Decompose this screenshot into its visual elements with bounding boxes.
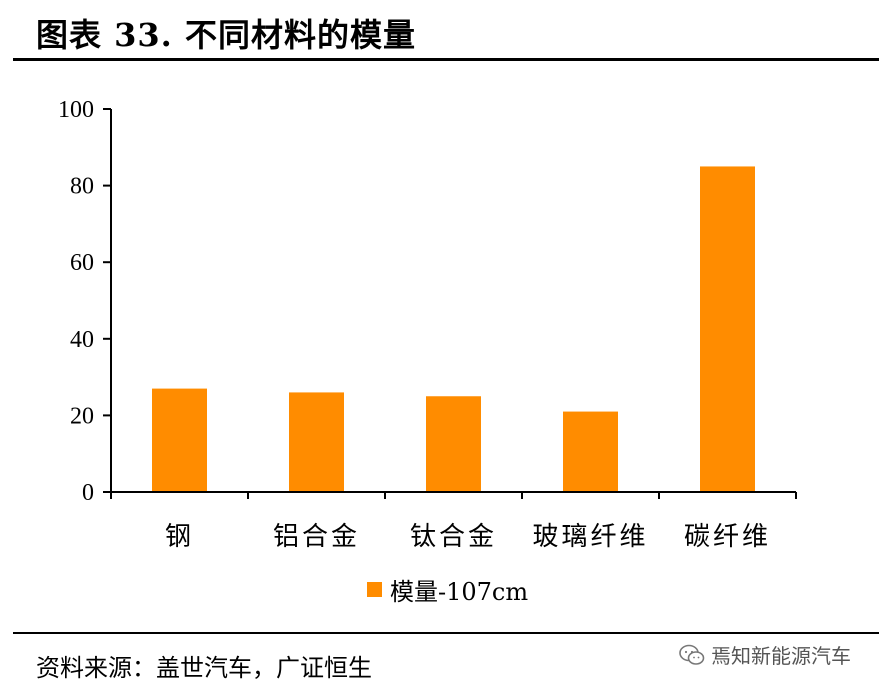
y-tick-label: 60	[70, 250, 94, 276]
x-tick-label: 钛合金	[410, 522, 497, 552]
y-tick-label: 20	[70, 403, 94, 429]
y-tick-label: 80	[70, 174, 94, 200]
bar	[426, 396, 481, 492]
bottom-divider	[13, 632, 879, 634]
y-tick-label: 100	[58, 97, 94, 123]
x-tick-label: 碳纤维	[684, 522, 771, 552]
watermark-text: 焉知新能源汽车	[711, 644, 851, 668]
x-tick-label: 玻璃纤维	[532, 522, 648, 552]
bar	[152, 388, 207, 492]
legend-label: 模量-107cm	[390, 578, 529, 606]
source-note: 资料来源：盖世汽车，广证恒生	[36, 654, 372, 682]
x-tick-label: 铝合金	[273, 522, 360, 552]
wechat-icon	[679, 644, 705, 665]
bar	[700, 166, 755, 492]
chart-legend: 模量-107cm	[367, 572, 528, 607]
y-tick-label: 40	[70, 327, 94, 353]
y-tick-label: 0	[82, 480, 94, 506]
bar	[563, 411, 618, 492]
page-title: 图表 33. 不同材料的模量	[36, 16, 416, 54]
watermark: 焉知新能源汽车	[679, 640, 851, 669]
bar	[289, 392, 344, 492]
legend-swatch	[367, 582, 382, 597]
top-divider	[13, 58, 879, 61]
x-tick-label: 钢	[165, 522, 194, 552]
